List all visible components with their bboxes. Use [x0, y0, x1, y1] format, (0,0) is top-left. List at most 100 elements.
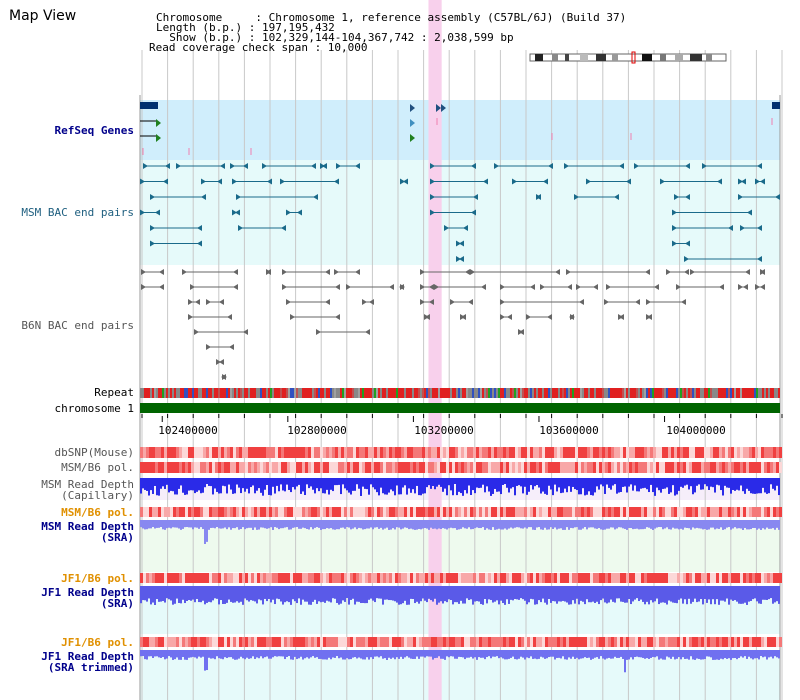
read-depth-bar	[374, 650, 376, 657]
read-depth-bar	[370, 520, 372, 528]
b6n-bac-pair-end	[221, 374, 226, 380]
polymorphism-cell	[263, 573, 266, 583]
polymorphism-cell	[266, 573, 269, 583]
b6n-bac-pair-end	[555, 269, 560, 275]
repeat-segment	[618, 388, 620, 398]
polymorphism-cell	[329, 447, 332, 458]
polymorphism-cell	[404, 637, 407, 647]
read-depth-bar	[186, 520, 188, 528]
repeat-segment	[498, 388, 500, 398]
polymorphism-cell	[476, 573, 479, 583]
read-depth-bar	[268, 478, 270, 495]
repeat-segment	[492, 388, 494, 398]
read-depth-bar	[476, 478, 478, 488]
read-depth-bar	[478, 650, 480, 658]
read-depth-bar	[408, 586, 410, 605]
polymorphism-cell	[635, 462, 638, 473]
polymorphism-cell	[536, 507, 539, 517]
repeat-segment	[754, 388, 756, 398]
read-depth-bar	[176, 478, 178, 495]
read-depth-bar	[692, 478, 694, 495]
read-depth-bar	[344, 650, 346, 660]
polymorphism-cell	[704, 447, 707, 458]
read-depth-bar	[638, 520, 640, 530]
read-depth-bar	[700, 478, 702, 490]
repeat-segment	[652, 388, 654, 398]
read-depth-bar	[370, 478, 372, 485]
repeat-segment	[706, 388, 708, 398]
repeat-segment	[728, 388, 730, 398]
read-depth-bar	[582, 586, 584, 602]
read-depth-bar	[264, 520, 266, 529]
polymorphism-cell	[551, 507, 554, 517]
polymorphism-cell	[374, 507, 377, 517]
polymorphism-cell	[275, 447, 278, 458]
polymorphism-cell	[275, 637, 278, 647]
read-depth-bar	[630, 478, 632, 485]
read-depth-bar	[176, 586, 178, 599]
track-label-b6n-bac[interactable]: B6N BAC end pairs	[21, 319, 134, 332]
read-depth-bar	[156, 586, 158, 600]
polymorphism-cell	[755, 447, 758, 458]
read-depth-bar	[518, 650, 520, 659]
polymorphism-cell	[230, 462, 233, 473]
track-label-refseq[interactable]: RefSeq Genes	[54, 124, 134, 137]
read-depth-bar	[512, 520, 514, 529]
polymorphism-cell	[518, 447, 521, 458]
read-depth-bar	[696, 478, 698, 486]
read-depth-bar	[702, 478, 704, 490]
polymorphism-cell	[764, 573, 767, 583]
polymorphism-cell	[440, 573, 443, 583]
polymorphism-cell	[698, 507, 701, 517]
read-depth-bar	[594, 478, 596, 493]
polymorphism-cell	[593, 573, 596, 583]
read-depth-bar	[562, 650, 564, 657]
read-depth-bar	[542, 520, 544, 530]
chromosome-ideogram	[529, 53, 727, 62]
read-depth-bar	[598, 478, 600, 490]
read-depth-bar	[326, 520, 328, 529]
read-depth-bar	[378, 650, 380, 658]
read-depth-bar	[292, 586, 294, 600]
read-depth-bar	[336, 478, 338, 486]
read-depth-bar	[738, 586, 740, 604]
read-depth-bar	[690, 478, 692, 487]
polymorphism-cell	[332, 573, 335, 583]
polymorphism-cell	[428, 637, 431, 647]
read-depth-bar	[524, 586, 526, 601]
read-depth-bar	[402, 586, 404, 604]
polymorphism-cell	[194, 637, 197, 647]
polymorphism-cell	[230, 573, 233, 583]
polymorphism-cell	[530, 637, 533, 647]
polymorphism-cell	[530, 447, 533, 458]
read-depth-bar	[724, 650, 726, 659]
polymorphism-cell	[455, 447, 458, 458]
polymorphism-cell	[566, 573, 569, 583]
polymorphism-cell	[692, 637, 695, 647]
read-depth-bar	[578, 650, 580, 660]
read-depth-bar	[760, 586, 762, 604]
b6n-bac-pair-end	[355, 269, 360, 275]
read-depth-bar	[512, 650, 514, 657]
track-label-msm-bac[interactable]: MSM BAC end pairs	[21, 206, 134, 219]
polymorphism-cell	[569, 447, 572, 458]
read-depth-bar	[386, 478, 388, 495]
polymorphism-cell	[743, 573, 746, 583]
read-depth-bar	[374, 586, 376, 603]
polymorphism-cell	[608, 462, 611, 473]
polymorphism-cell	[278, 507, 281, 517]
read-depth-bar	[616, 650, 618, 658]
read-depth-bar	[262, 586, 264, 605]
polymorphism-cell	[632, 462, 635, 473]
read-depth-bar	[150, 478, 152, 491]
msm-bac-pair-end	[740, 225, 745, 231]
polymorphism-cell	[575, 447, 578, 458]
polymorphism-cell	[551, 637, 554, 647]
polymorphism-cell	[458, 507, 461, 517]
read-depth-bar	[388, 586, 390, 601]
polymorphism-cell	[581, 507, 584, 517]
polymorphism-cell	[161, 507, 164, 517]
polymorphism-cell	[599, 573, 602, 583]
